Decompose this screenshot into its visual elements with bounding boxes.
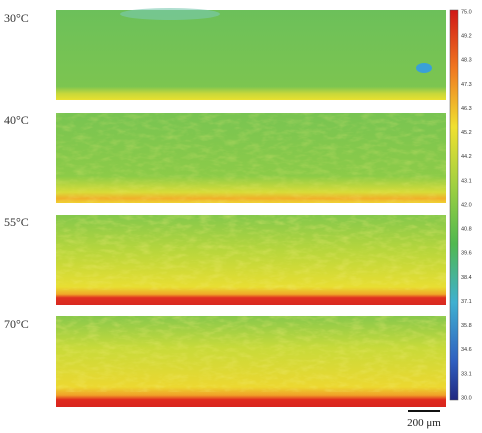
colorbar-tick-label: 30.0 bbox=[461, 395, 472, 401]
scale-bar-label: 200 μm bbox=[407, 417, 441, 429]
colorbar-tick-label: 38.4 bbox=[461, 275, 472, 281]
colorbar-tick-label: 45.2 bbox=[461, 130, 472, 136]
colorbar-tick-label: 48.3 bbox=[461, 58, 472, 64]
colorbar-tick-label: 49.2 bbox=[461, 34, 472, 40]
panel-label: 70°C bbox=[4, 317, 29, 331]
cool-spot bbox=[120, 8, 220, 20]
colorbar-tick-label: 34.6 bbox=[461, 347, 472, 353]
colorbar-tick-label: 40.8 bbox=[461, 227, 472, 233]
texture bbox=[56, 113, 446, 203]
colorbar-tick-label: 47.3 bbox=[461, 82, 472, 88]
panel: 55°C bbox=[4, 215, 446, 305]
colorbar-tick-label: 39.6 bbox=[461, 251, 472, 257]
panel: 40°C bbox=[4, 113, 446, 203]
colorbar-tick-label: 37.1 bbox=[461, 299, 472, 305]
colorbar bbox=[449, 9, 459, 401]
colorbar-tick-label: 35.8 bbox=[461, 323, 472, 329]
colorbar-ticks: 75.0 49.2 48.3 47.3 46.3 45.2 44.2 43.1 42.0 40.8… bbox=[461, 9, 472, 401]
colorbar-tick-label: 43.1 bbox=[461, 178, 472, 184]
colorbar-tick-label: 46.3 bbox=[461, 106, 472, 112]
heatmap bbox=[56, 10, 446, 100]
cool-spot bbox=[416, 63, 432, 73]
colorbar-tick-label: 75.0 bbox=[461, 9, 472, 15]
texture bbox=[56, 215, 446, 290]
panel-label: 40°C bbox=[4, 113, 29, 127]
panel-label: 30°C bbox=[4, 11, 29, 25]
colorbar-tick-label: 42.0 bbox=[461, 202, 472, 208]
texture bbox=[56, 316, 446, 392]
panel-label: 55°C bbox=[4, 215, 29, 229]
colorbar-tick-label: 33.1 bbox=[461, 371, 472, 377]
colorbar-tick-label: 44.2 bbox=[461, 154, 472, 160]
panel: 70°C bbox=[4, 316, 446, 407]
panel: 30°C bbox=[4, 8, 446, 100]
